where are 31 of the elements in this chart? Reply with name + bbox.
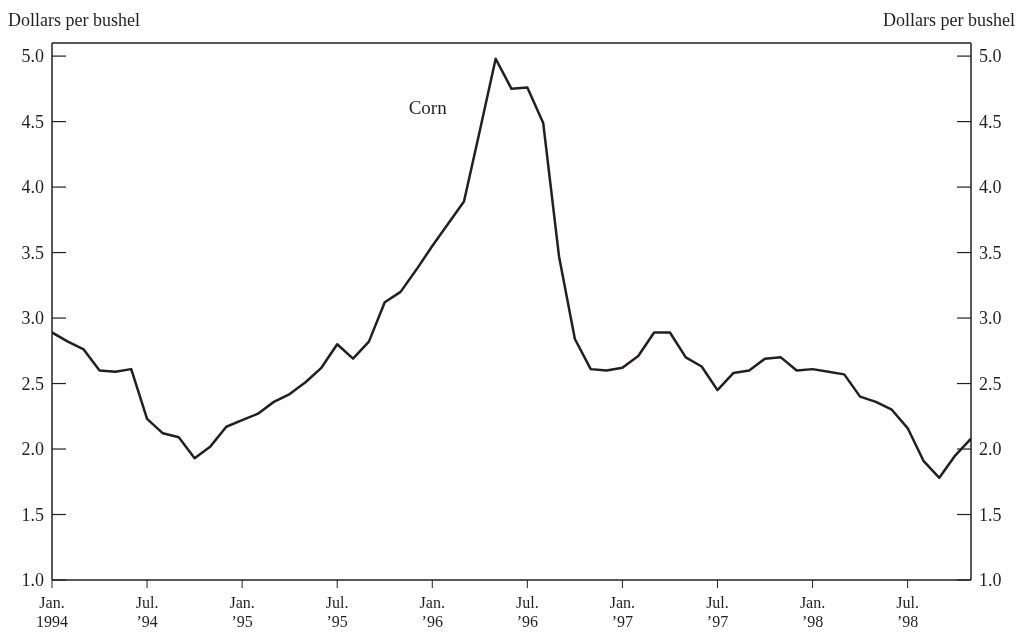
x-tick-label: Jul. ’96 (516, 594, 539, 630)
y2-tick-label: 4.0 (979, 177, 1002, 198)
y-tick-label: 4.0 (21, 177, 44, 198)
x-tick-label: Jul. ’95 (325, 594, 349, 630)
y2-tick-label: 5.0 (979, 46, 1002, 67)
y-tick-label: 4.5 (21, 111, 44, 132)
x-tick-label: Jul. ’94 (135, 594, 159, 630)
x-tick-label: Jul. ’98 (896, 594, 919, 630)
y-tick-label: 3.5 (21, 242, 44, 263)
x-tick-label: Jul. ’97 (706, 594, 729, 630)
x-tick-label: Jan. 1994 (36, 594, 68, 630)
y-tick-label: 3.0 (21, 308, 44, 329)
y-axis-title: Dollars per bushel (8, 9, 140, 32)
y-tick-label: 2.5 (21, 373, 44, 394)
y-tick-label: 1.5 (21, 504, 44, 525)
y2-axis-title: Dollars per bushel (883, 9, 1015, 32)
y2-tick-label: 1.5 (979, 504, 1002, 525)
x-tick-label: Jan. ’96 (419, 594, 445, 630)
y-tick-label: 5.0 (21, 46, 44, 67)
y-tick-label: 2.0 (21, 439, 44, 460)
y2-tick-label: 2.0 (979, 439, 1002, 460)
series-label: Corn (408, 96, 448, 118)
y2-tick-label: 1.0 (979, 570, 1002, 591)
y2-tick-label: 2.5 (979, 373, 1002, 394)
x-tick-label: Jan. ’97 (609, 594, 636, 630)
x-tick-label: Jan. ’95 (229, 594, 255, 630)
y2-tick-label: 3.0 (979, 308, 1002, 329)
y2-tick-label: 3.5 (979, 242, 1002, 263)
x-tick-label: Jan. ’98 (799, 594, 826, 630)
y2-tick-label: 4.5 (979, 111, 1002, 132)
y-tick-label: 1.0 (21, 570, 44, 591)
